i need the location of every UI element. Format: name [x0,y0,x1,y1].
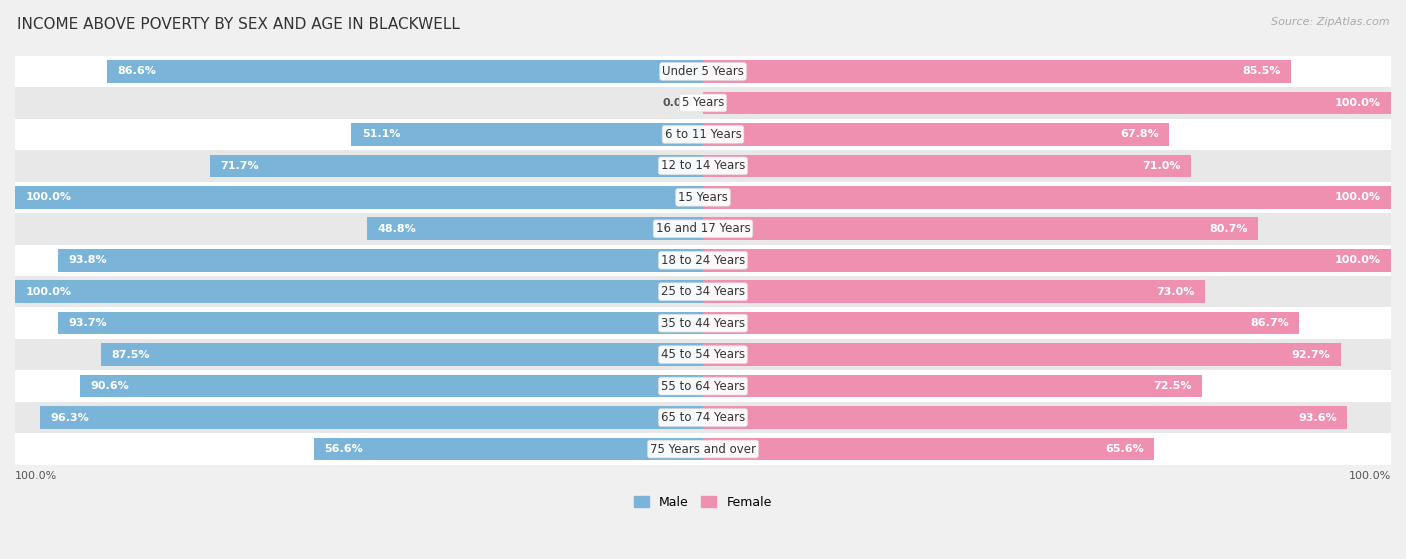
Text: 35 to 44 Years: 35 to 44 Years [661,316,745,330]
Text: 93.7%: 93.7% [69,318,107,328]
Text: Source: ZipAtlas.com: Source: ZipAtlas.com [1271,17,1389,27]
Bar [107,60,703,83]
Text: 55 to 64 Years: 55 to 64 Years [661,380,745,392]
Bar [15,281,703,303]
Bar [15,339,1391,371]
Bar [367,217,703,240]
Text: 65 to 74 Years: 65 to 74 Years [661,411,745,424]
Text: 72.5%: 72.5% [1153,381,1191,391]
Text: 5 Years: 5 Years [682,96,724,110]
Text: 96.3%: 96.3% [51,413,90,423]
Text: 80.7%: 80.7% [1209,224,1249,234]
Bar [703,312,1299,334]
Text: 86.7%: 86.7% [1250,318,1289,328]
Bar [15,213,1391,244]
Bar [352,123,703,146]
Text: 93.8%: 93.8% [67,255,107,265]
Text: 16 and 17 Years: 16 and 17 Years [655,222,751,235]
Text: 100.0%: 100.0% [1334,192,1381,202]
Bar [80,375,703,397]
Text: 0.0%: 0.0% [662,98,693,108]
Text: 100.0%: 100.0% [1334,98,1381,108]
Text: 100.0%: 100.0% [1348,471,1391,481]
Text: 100.0%: 100.0% [1334,255,1381,265]
Bar [314,438,703,461]
Text: 92.7%: 92.7% [1292,349,1330,359]
Bar [209,154,703,177]
Bar [15,371,1391,402]
Bar [15,402,1391,433]
Bar [703,123,1170,146]
Text: 86.6%: 86.6% [118,67,156,77]
Bar [15,186,703,209]
Text: INCOME ABOVE POVERTY BY SEX AND AGE IN BLACKWELL: INCOME ABOVE POVERTY BY SEX AND AGE IN B… [17,17,460,32]
Text: 73.0%: 73.0% [1157,287,1195,297]
Text: 85.5%: 85.5% [1243,67,1281,77]
Bar [703,154,1191,177]
Bar [15,307,1391,339]
Text: 87.5%: 87.5% [111,349,150,359]
Text: 100.0%: 100.0% [15,471,58,481]
Bar [703,249,1391,272]
Text: 100.0%: 100.0% [25,287,72,297]
Bar [58,312,703,334]
Text: 12 to 14 Years: 12 to 14 Years [661,159,745,172]
Text: 25 to 34 Years: 25 to 34 Years [661,285,745,298]
Text: 67.8%: 67.8% [1121,129,1159,139]
Text: 100.0%: 100.0% [25,192,72,202]
Bar [15,56,1391,87]
Bar [703,92,1391,114]
Text: 48.8%: 48.8% [378,224,416,234]
Legend: Male, Female: Male, Female [630,491,776,514]
Bar [15,433,1391,465]
Text: 71.7%: 71.7% [219,161,259,171]
Bar [703,438,1154,461]
Bar [15,244,1391,276]
Text: 15 Years: 15 Years [678,191,728,204]
Text: 71.0%: 71.0% [1143,161,1181,171]
Text: 56.6%: 56.6% [323,444,363,454]
Bar [15,87,1391,119]
Bar [15,182,1391,213]
Bar [703,217,1258,240]
Text: 65.6%: 65.6% [1105,444,1144,454]
Bar [703,186,1391,209]
Text: 45 to 54 Years: 45 to 54 Years [661,348,745,361]
Bar [15,276,1391,307]
Text: 51.1%: 51.1% [361,129,401,139]
Bar [703,406,1347,429]
Text: 18 to 24 Years: 18 to 24 Years [661,254,745,267]
Text: 90.6%: 90.6% [90,381,129,391]
Bar [15,150,1391,182]
Text: Under 5 Years: Under 5 Years [662,65,744,78]
Bar [703,375,1202,397]
Bar [703,60,1291,83]
Bar [58,249,703,272]
Bar [41,406,703,429]
Text: 6 to 11 Years: 6 to 11 Years [665,128,741,141]
Bar [15,119,1391,150]
Bar [101,343,703,366]
Text: 75 Years and over: 75 Years and over [650,443,756,456]
Bar [703,343,1341,366]
Text: 93.6%: 93.6% [1298,413,1337,423]
Bar [703,281,1205,303]
